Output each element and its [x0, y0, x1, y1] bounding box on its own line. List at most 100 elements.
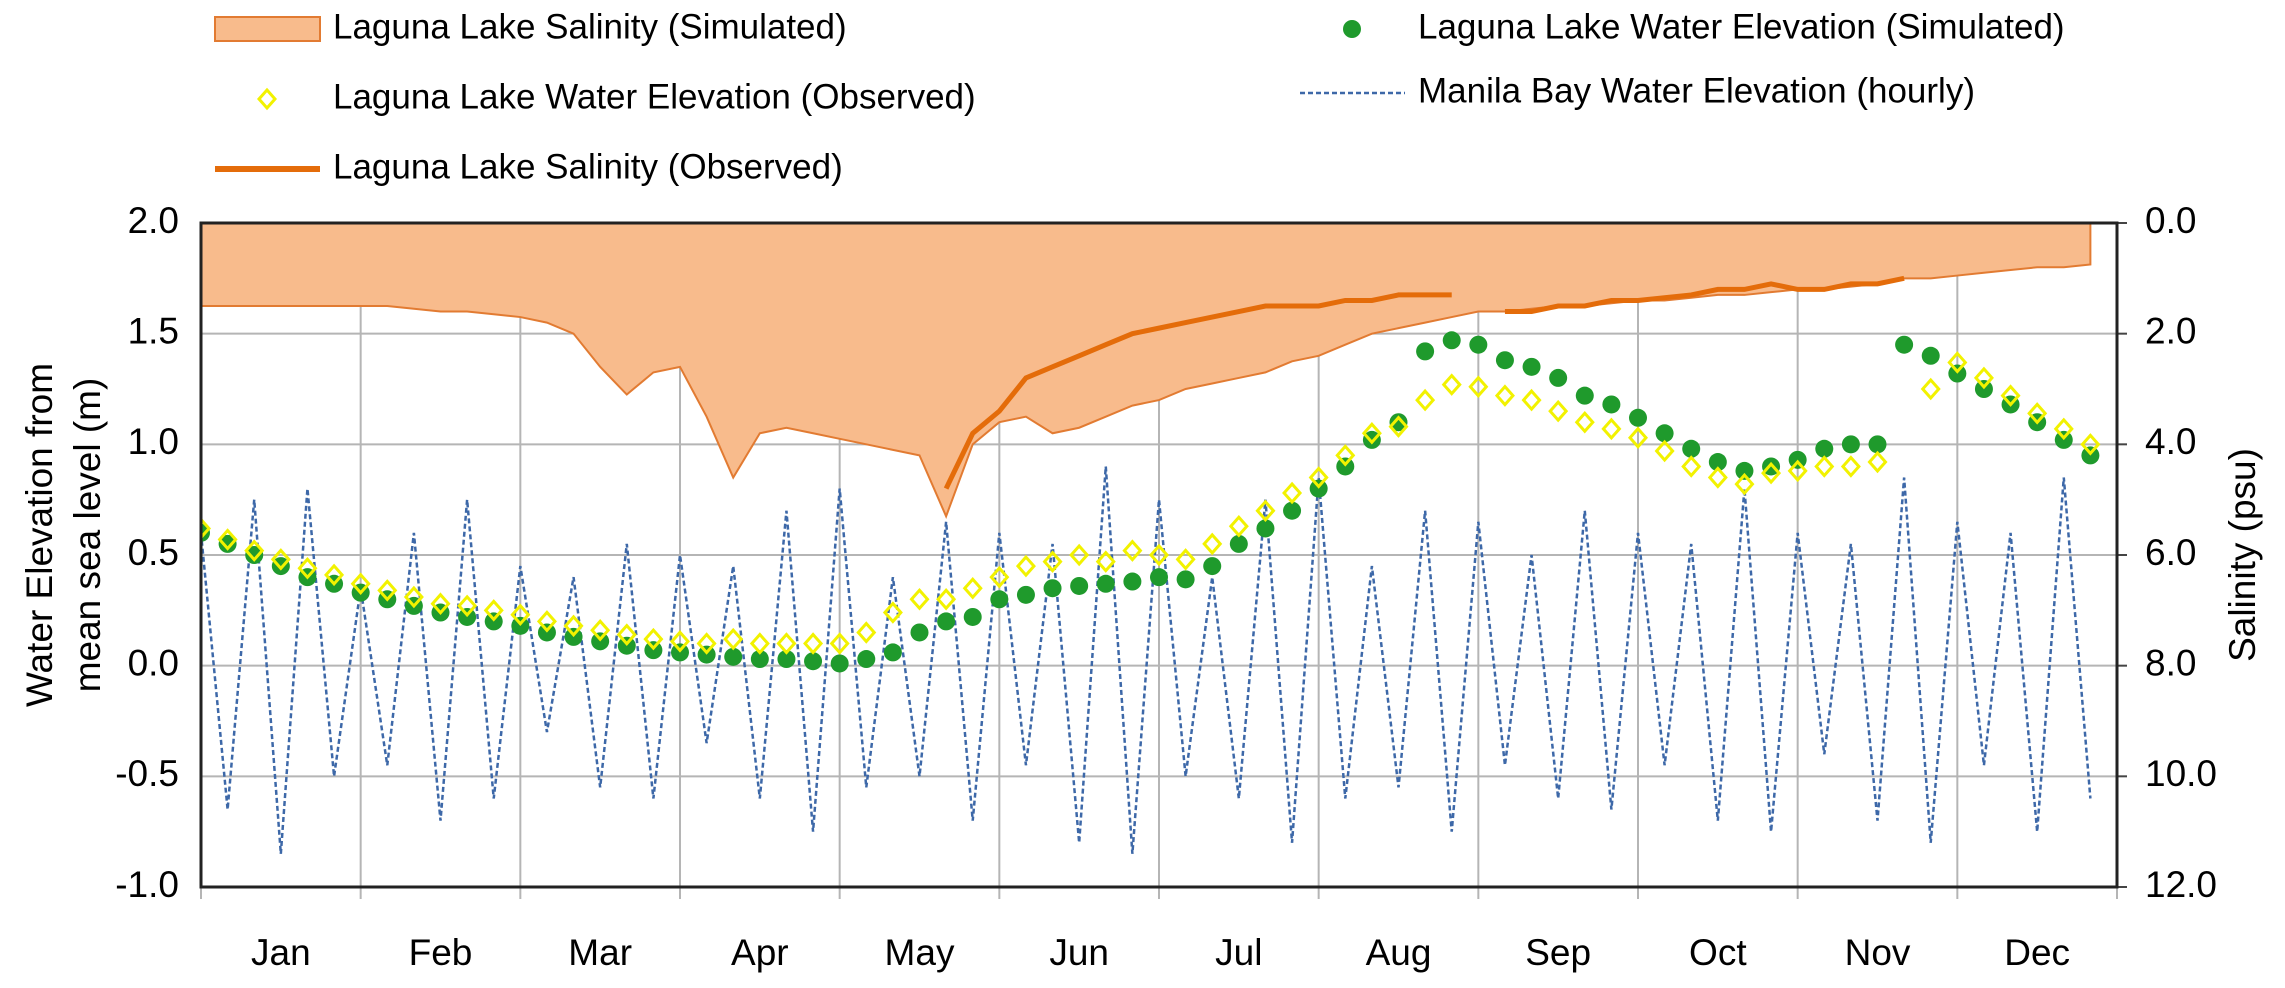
sim-point [1389, 413, 1408, 432]
obs-point [1202, 532, 1223, 556]
obs-point [1787, 459, 1808, 483]
obs-point [244, 539, 265, 562]
sim-point [1522, 357, 1541, 376]
obs-point [936, 588, 957, 611]
y2-tick-label: 8.0 [2145, 642, 2196, 683]
obs-point [1521, 388, 1542, 412]
obs-point [1920, 377, 1941, 401]
y-axis-title: Water Elevation from mean sea level (m) [19, 363, 108, 707]
sim-point [1841, 435, 1860, 454]
obs-point [749, 632, 770, 655]
plot [201, 223, 2101, 854]
obs-point [669, 630, 691, 653]
y2-tick-label: 2.0 [2145, 310, 2196, 351]
x-tick-label: Dec [2004, 932, 2070, 973]
sim-point [777, 650, 796, 669]
y2-tick-label: 10.0 [2145, 753, 2217, 794]
y2-axis-title: Salinity (psu) [2222, 448, 2263, 662]
obs-point [1308, 466, 1329, 489]
obs-point [1814, 455, 1835, 478]
obs-point [1681, 455, 1702, 478]
x-tick-label: Jun [1049, 932, 1109, 973]
legend-swatch [256, 87, 278, 111]
sim-point [1016, 585, 1035, 604]
salinity-line [1504, 275, 1905, 315]
x-tick-label: Mar [568, 932, 632, 973]
sim-point [1150, 568, 1168, 587]
sim-point [990, 590, 1009, 609]
sim-point [1469, 335, 1488, 354]
sim-point [1256, 519, 1275, 538]
sim-point [1283, 501, 1302, 520]
y-tick-label: 1.5 [128, 310, 179, 351]
obs-point [1601, 417, 1622, 441]
obs-point [2027, 402, 2048, 425]
y2-tick-label: 0.0 [2145, 200, 2196, 241]
obs-point [483, 599, 504, 622]
y-tick-label: 0.0 [128, 642, 179, 683]
obs-point [803, 632, 824, 655]
obs-point [1042, 550, 1063, 573]
sim-point [1203, 557, 1222, 576]
obs-point [829, 632, 850, 655]
obs-point [536, 610, 557, 633]
legend-label: Laguna Lake Salinity (Observed) [333, 147, 843, 186]
obs-point [776, 632, 797, 655]
obs-point [909, 588, 930, 611]
salinity-line [943, 292, 1452, 490]
obs-point [297, 557, 318, 580]
sim-point [937, 612, 956, 631]
sim-point [1442, 331, 1461, 350]
obs-point [1282, 481, 1303, 505]
obs-point [989, 565, 1010, 589]
legend-swatch [214, 16, 321, 42]
obs-point [270, 548, 291, 571]
sim-point [1549, 368, 1568, 387]
obs-point [1627, 426, 1649, 449]
obs-point [324, 563, 345, 587]
y2-tick-label: 6.0 [2145, 532, 2196, 573]
sim-point [1815, 439, 1834, 458]
obs-point [1494, 384, 1515, 407]
obs-point [616, 623, 637, 646]
sim-point [1708, 453, 1727, 472]
legend-label: Manila Bay Water Elevation (hourly) [1418, 71, 1975, 110]
obs-point [1069, 543, 1090, 567]
obs-point [1734, 472, 1755, 496]
y-tick-label: 0.5 [128, 532, 179, 573]
obs-point [1015, 554, 1036, 578]
obs-point [377, 579, 398, 602]
y-axis-title-line: mean sea level (m) [67, 378, 108, 693]
legend-label: Laguna Lake Water Elevation (Observed) [333, 77, 976, 116]
obs-point [1574, 410, 1595, 434]
obs-point [723, 627, 744, 651]
sim-point [1921, 346, 1940, 365]
obs-point [1867, 450, 1888, 474]
sim-point [245, 546, 264, 564]
obs-point [1228, 514, 1249, 538]
obs-point [510, 603, 531, 627]
sim-point [1602, 395, 1621, 414]
obs-point [1840, 455, 1861, 478]
sim-point [1735, 461, 1754, 480]
x-tick-label: Aug [1366, 932, 1432, 973]
obs-point [1761, 461, 1782, 485]
obs-point [403, 585, 424, 609]
obs-point [2080, 433, 2101, 456]
obs-point [1122, 539, 1143, 562]
obs-point [350, 572, 371, 596]
sim-point [910, 623, 929, 642]
obs-point [962, 576, 983, 600]
x-tick-label: Oct [1689, 932, 1747, 973]
obs-point [457, 594, 478, 618]
sim-point [963, 607, 982, 626]
legend-label: Laguna Lake Salinity (Simulated) [333, 7, 847, 46]
sim-point [1682, 439, 1701, 458]
sim-point [1629, 408, 1647, 427]
obs-point [856, 621, 877, 644]
sim-point [1655, 424, 1674, 443]
x-tick-label: Nov [1845, 932, 1911, 973]
sim-point [218, 534, 237, 553]
obs-point [1654, 439, 1675, 463]
